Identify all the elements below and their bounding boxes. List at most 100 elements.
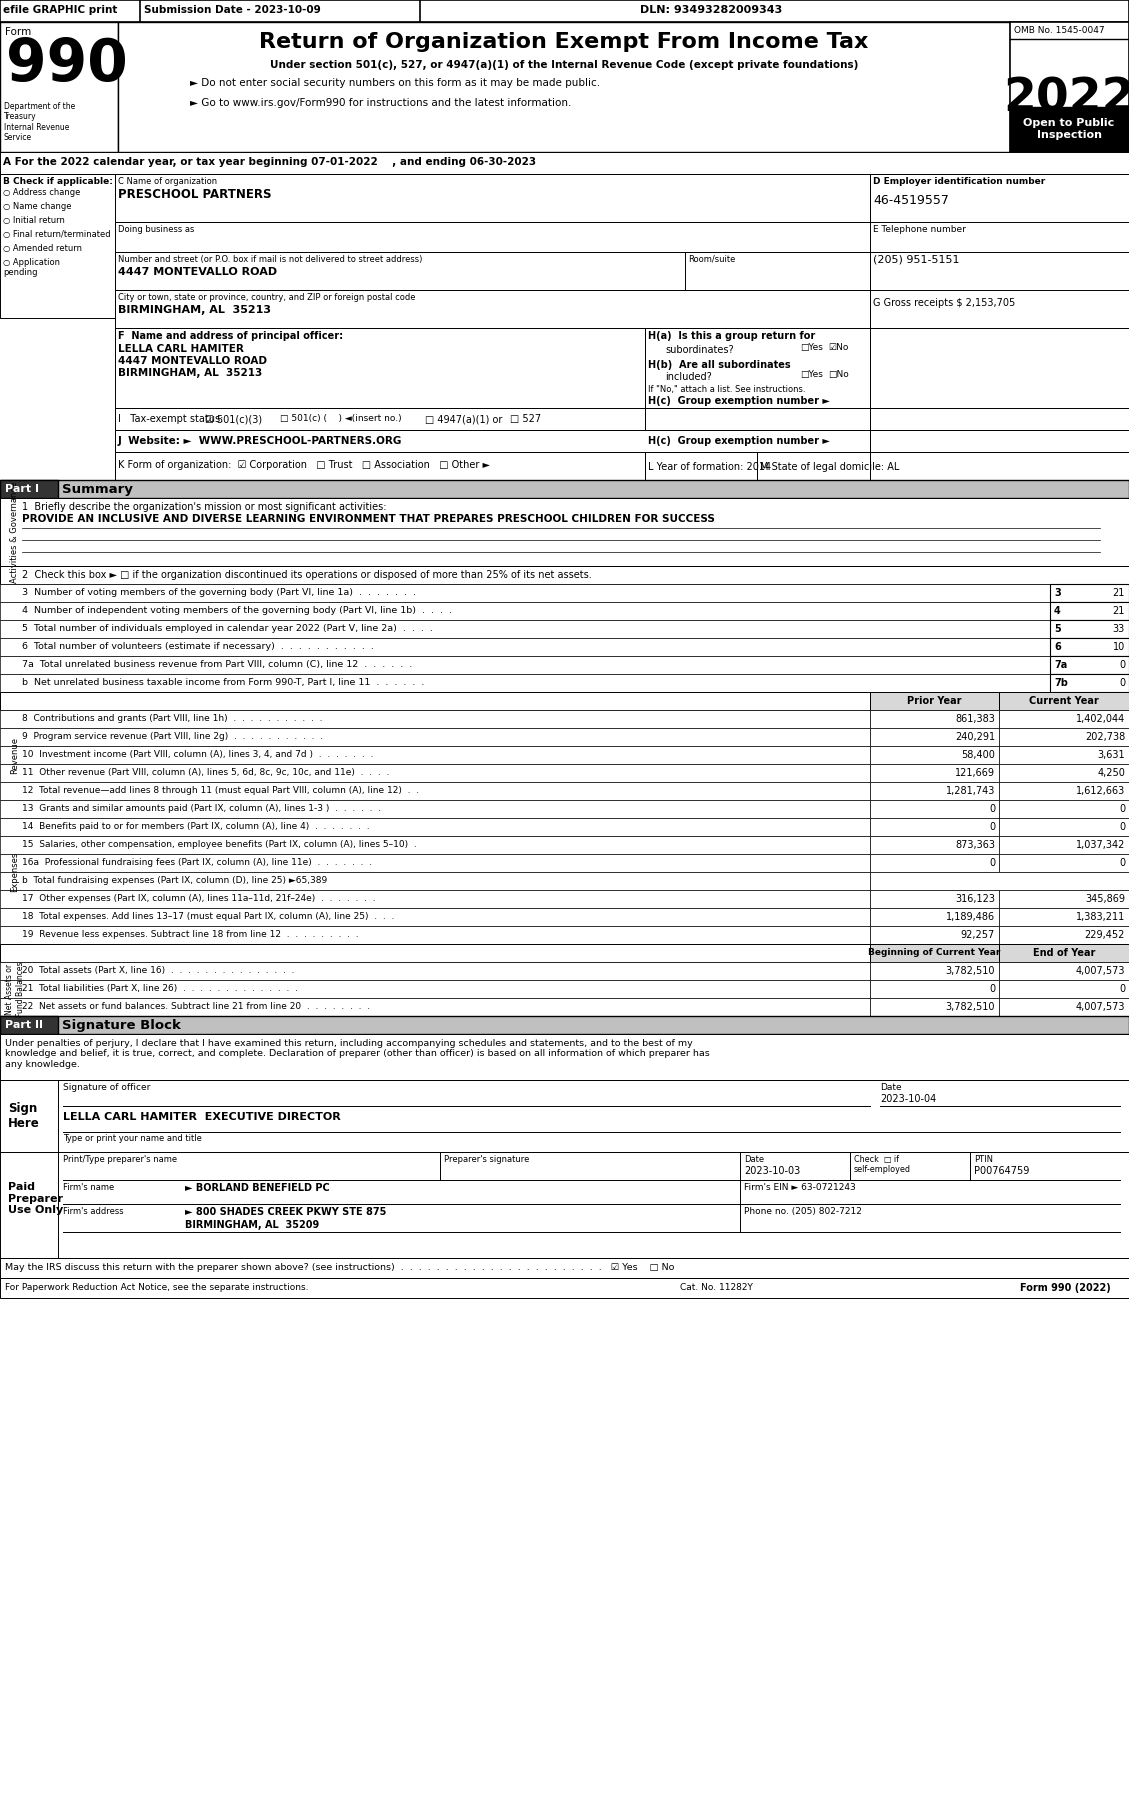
- Text: H(b)  Are all subordinates: H(b) Are all subordinates: [648, 359, 790, 370]
- Text: H(a)  Is this a group return for: H(a) Is this a group return for: [648, 330, 815, 341]
- Text: 5  Total number of individuals employed in calendar year 2022 (Part V, line 2a) : 5 Total number of individuals employed i…: [21, 624, 432, 633]
- Text: 12  Total revenue—add lines 8 through 11 (must equal Part VIII, column (A), line: 12 Total revenue—add lines 8 through 11 …: [21, 785, 419, 795]
- Text: 4,250: 4,250: [1097, 767, 1124, 778]
- Bar: [0, 909, 870, 925]
- Text: PTIN: PTIN: [974, 1156, 994, 1165]
- Text: 4,007,573: 4,007,573: [1076, 1001, 1124, 1012]
- Bar: [115, 174, 870, 221]
- Bar: [0, 998, 870, 1016]
- Bar: [1050, 639, 1129, 657]
- Text: BIRMINGHAM, AL  35213: BIRMINGHAM, AL 35213: [119, 368, 262, 377]
- Text: B Check if applicable:: B Check if applicable:: [3, 178, 113, 187]
- Text: 33: 33: [1113, 624, 1124, 635]
- Text: K Form of organization:  ☑ Corporation   □ Trust   □ Association   □ Other ►: K Form of organization: ☑ Corporation □ …: [119, 461, 490, 470]
- Bar: [870, 174, 1129, 221]
- Text: 17  Other expenses (Part IX, column (A), lines 11a–11d, 21f–24e)  .  .  .  .  . : 17 Other expenses (Part IX, column (A), …: [21, 894, 376, 903]
- Text: 0: 0: [989, 804, 995, 814]
- Text: Beginning of Current Year: Beginning of Current Year: [868, 949, 1000, 958]
- Bar: [0, 961, 870, 980]
- Bar: [999, 782, 1129, 800]
- Text: Firm's EIN ► 63-0721243: Firm's EIN ► 63-0721243: [744, 1183, 856, 1192]
- Text: Expenses: Expenses: [10, 853, 19, 892]
- Text: BIRMINGHAM, AL  35209: BIRMINGHAM, AL 35209: [185, 1221, 320, 1230]
- Text: 861,383: 861,383: [955, 715, 995, 724]
- Bar: [1050, 602, 1129, 620]
- Text: F  Name and address of principal officer:: F Name and address of principal officer:: [119, 330, 343, 341]
- Bar: [870, 430, 1129, 452]
- Text: □ 4947(a)(1) or: □ 4947(a)(1) or: [425, 414, 502, 424]
- Text: 0: 0: [1119, 858, 1124, 869]
- Text: (205) 951-5151: (205) 951-5151: [873, 256, 960, 265]
- Bar: [999, 961, 1129, 980]
- Bar: [0, 602, 1050, 620]
- Text: ☑No: ☑No: [828, 343, 848, 352]
- Text: End of Year: End of Year: [1033, 949, 1095, 958]
- Bar: [0, 782, 870, 800]
- Text: C Name of organization: C Name of organization: [119, 178, 217, 187]
- Text: 22  Net assets or fund balances. Subtract line 21 from line 20  .  .  .  .  .  .: 22 Net assets or fund balances. Subtract…: [21, 1001, 370, 1010]
- Bar: [115, 430, 870, 452]
- Bar: [999, 818, 1129, 836]
- Text: 2022: 2022: [1004, 76, 1129, 122]
- Text: City or town, state or province, country, and ZIP or foreign postal code: City or town, state or province, country…: [119, 294, 415, 301]
- Text: 9  Program service revenue (Part VIII, line 2g)  .  .  .  .  .  .  .  .  .  .  .: 9 Program service revenue (Part VIII, li…: [21, 733, 323, 740]
- Bar: [870, 925, 999, 943]
- Text: 14  Benefits paid to or for members (Part IX, column (A), line 4)  .  .  .  .  .: 14 Benefits paid to or for members (Part…: [21, 822, 369, 831]
- Text: Firm's name: Firm's name: [63, 1183, 114, 1192]
- Text: 8  Contributions and grants (Part VIII, line 1h)  .  .  .  .  .  .  .  .  .  .  : 8 Contributions and grants (Part VIII, l…: [21, 715, 323, 724]
- Text: ○ Amended return: ○ Amended return: [3, 245, 82, 252]
- Text: Return of Organization Exempt From Income Tax: Return of Organization Exempt From Incom…: [260, 33, 868, 53]
- Bar: [1050, 675, 1129, 691]
- Text: ○ Final return/terminated: ○ Final return/terminated: [3, 230, 111, 239]
- Text: Form 990 (2022): Form 990 (2022): [1019, 1282, 1111, 1293]
- Text: Date: Date: [744, 1156, 764, 1165]
- Text: E Telephone number: E Telephone number: [873, 225, 966, 234]
- Bar: [999, 891, 1129, 909]
- Bar: [115, 452, 645, 481]
- Text: 3,782,510: 3,782,510: [945, 967, 995, 976]
- Bar: [999, 943, 1129, 961]
- Text: Paid
Preparer
Use Only: Paid Preparer Use Only: [8, 1183, 63, 1215]
- Text: 0: 0: [989, 983, 995, 994]
- Bar: [0, 1034, 1129, 1079]
- Text: 0: 0: [1119, 983, 1124, 994]
- Bar: [0, 1016, 58, 1034]
- Text: b  Net unrelated business taxable income from Form 990-T, Part I, line 11  .  . : b Net unrelated business taxable income …: [21, 678, 425, 688]
- Text: □Yes: □Yes: [800, 343, 823, 352]
- Text: ○ Initial return: ○ Initial return: [3, 216, 64, 225]
- Bar: [0, 22, 119, 152]
- Text: ○ Name change: ○ Name change: [3, 201, 71, 210]
- Text: Sign
Here: Sign Here: [8, 1101, 40, 1130]
- Text: □ 501(c) (    ) ◄(insert no.): □ 501(c) ( ) ◄(insert no.): [280, 414, 402, 423]
- Text: subordinates?: subordinates?: [665, 345, 734, 356]
- Text: 13  Grants and similar amounts paid (Part IX, column (A), lines 1-3 )  .  .  .  : 13 Grants and similar amounts paid (Part…: [21, 804, 382, 813]
- Bar: [0, 1152, 1129, 1257]
- Bar: [119, 22, 1010, 152]
- Text: 19  Revenue less expenses. Subtract line 18 from line 12  .  .  .  .  .  .  .  .: 19 Revenue less expenses. Subtract line …: [21, 931, 359, 940]
- Text: 4  Number of independent voting members of the governing body (Part VI, line 1b): 4 Number of independent voting members o…: [21, 606, 452, 615]
- Text: D Employer identification number: D Employer identification number: [873, 178, 1045, 187]
- Text: 4,007,573: 4,007,573: [1076, 967, 1124, 976]
- Text: Cat. No. 11282Y: Cat. No. 11282Y: [680, 1282, 753, 1292]
- Text: I   Tax-exempt status:: I Tax-exempt status:: [119, 414, 224, 424]
- Text: 1  Briefly describe the organization's mission or most significant activities:: 1 Briefly describe the organization's mi…: [21, 502, 386, 512]
- Bar: [999, 691, 1129, 709]
- Bar: [0, 836, 870, 854]
- Bar: [870, 943, 999, 961]
- Bar: [645, 452, 758, 481]
- Text: 18  Total expenses. Add lines 13–17 (must equal Part IX, column (A), line 25)  .: 18 Total expenses. Add lines 13–17 (must…: [21, 912, 394, 922]
- Bar: [870, 452, 1129, 481]
- Text: PRESCHOOL PARTNERS: PRESCHOOL PARTNERS: [119, 189, 271, 201]
- Bar: [0, 481, 58, 499]
- Bar: [870, 290, 1129, 328]
- Bar: [1050, 620, 1129, 639]
- Text: Date: Date: [879, 1083, 902, 1092]
- Bar: [999, 709, 1129, 727]
- Bar: [0, 764, 870, 782]
- Text: 4: 4: [1054, 606, 1061, 617]
- Text: Submission Date - 2023-10-09: Submission Date - 2023-10-09: [145, 5, 321, 15]
- Bar: [870, 961, 999, 980]
- Text: A For the 2022 calendar year, or tax year beginning 07-01-2022    , and ending 0: A For the 2022 calendar year, or tax yea…: [3, 158, 536, 167]
- Bar: [999, 909, 1129, 925]
- Bar: [0, 481, 1129, 499]
